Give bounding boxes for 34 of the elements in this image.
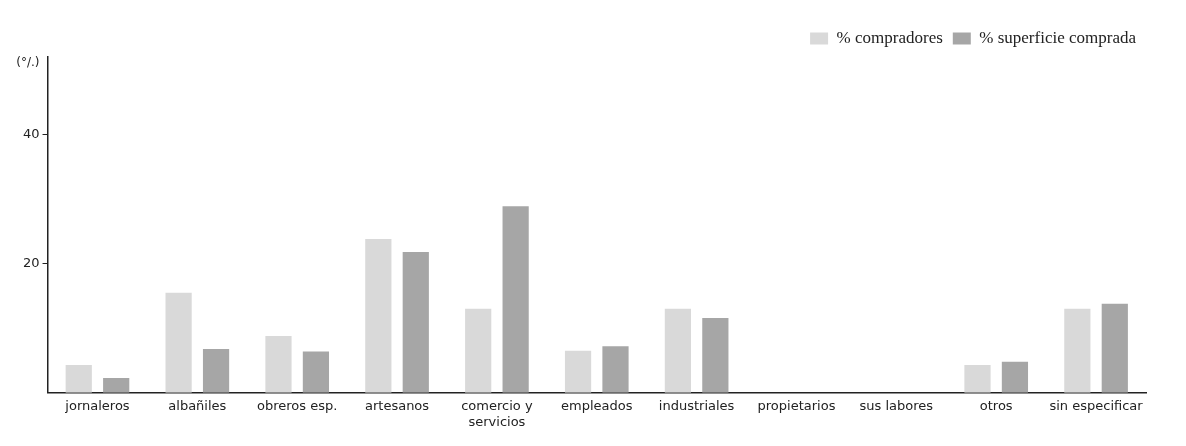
bar xyxy=(964,365,991,393)
bar xyxy=(664,308,692,393)
bar xyxy=(602,346,629,393)
bar xyxy=(702,317,729,393)
x-tick-label: jornaleros xyxy=(64,397,130,413)
bar xyxy=(502,206,529,393)
bar xyxy=(564,350,592,393)
x-tick-label: propietarios xyxy=(757,397,836,413)
x-tick-label: industriales xyxy=(658,397,735,413)
y-tick-label: 40 xyxy=(23,125,40,141)
bar xyxy=(1064,308,1091,393)
bar xyxy=(265,335,292,393)
bar xyxy=(402,252,429,393)
bar xyxy=(302,351,330,393)
x-tick-label: comercio y servicios xyxy=(461,397,533,429)
x-tick-label: otros xyxy=(979,397,1013,413)
legend-label: % superficie comprada xyxy=(979,27,1137,47)
bar xyxy=(202,348,230,393)
y-axis-title: (°/.) xyxy=(16,55,40,70)
x-tick-label: albañiles xyxy=(168,397,227,413)
bar xyxy=(103,377,130,393)
x-tick-label: obreros esp. xyxy=(257,397,338,413)
bar xyxy=(365,239,392,393)
x-tick-label: sus labores xyxy=(859,397,934,413)
x-tick-label: artesanos xyxy=(364,397,430,413)
x-tick-label: empleados xyxy=(561,397,633,413)
x-tick-label: sin especificar xyxy=(1049,397,1144,413)
legend-label: % compradores xyxy=(836,27,943,47)
bar xyxy=(1001,361,1029,393)
bar xyxy=(65,365,92,393)
y-tick-label: 20 xyxy=(23,255,40,271)
bar xyxy=(1101,303,1128,393)
bar xyxy=(165,292,192,393)
bar xyxy=(465,308,492,393)
